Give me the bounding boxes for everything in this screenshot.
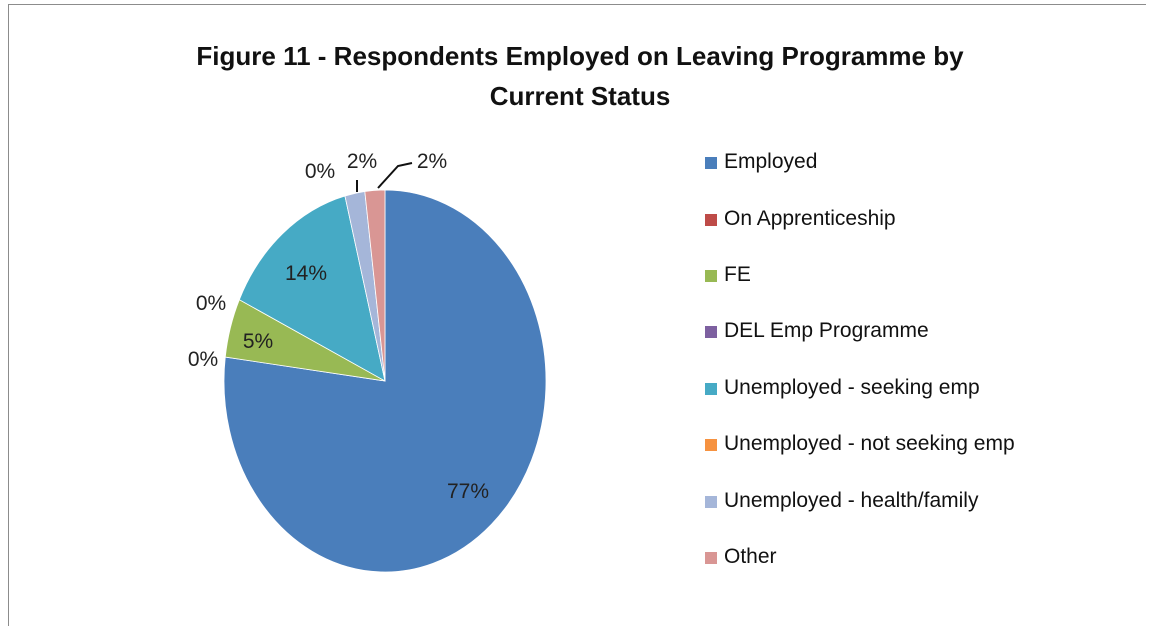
legend-swatch-on-apprenticeship <box>705 213 717 226</box>
data-label-employed: 77% <box>447 480 489 503</box>
legend-item-unemployed-health-family: Unemployed - health/family <box>705 472 1015 528</box>
legend-label-del-emp-programme: DEL Emp Programme <box>724 319 929 343</box>
legend: Employed On Apprenticeship FE DEL Emp Progr… <box>705 134 1015 585</box>
data-label-fe: 5% <box>243 330 273 353</box>
legend-swatch-other <box>705 551 717 564</box>
legend-swatch-fe <box>705 269 717 282</box>
data-label-on-apprenticeship: 0% <box>188 348 218 371</box>
legend-swatch-employed <box>705 157 717 170</box>
chart-frame <box>8 4 1146 626</box>
legend-item-other: Other <box>705 529 1015 585</box>
legend-swatch-del-emp-programme <box>705 326 717 339</box>
chart-title-line-1: Figure 11 - Respondents Employed on Leav… <box>196 41 964 71</box>
legend-swatch-unemployed-health-family <box>705 495 717 508</box>
legend-item-on-apprenticeship: On Apprenticeship <box>705 190 1015 246</box>
legend-label-employed: Employed <box>724 150 818 174</box>
data-label-unemployed-health-family: 2% <box>347 150 377 173</box>
data-label-unemployed-not-seeking-emp: 0% <box>305 160 335 183</box>
legend-label-other: Other <box>724 544 777 568</box>
pie-slice-other <box>364 189 386 382</box>
legend-label-fe: FE <box>724 262 751 286</box>
legend-label-unemployed-health-family: Unemployed - health/family <box>724 488 979 512</box>
legend-label-unemployed-seeking-emp: Unemployed - seeking emp <box>724 375 980 399</box>
legend-item-del-emp-programme: DEL Emp Programme <box>705 303 1015 359</box>
legend-item-employed: Employed <box>705 134 1015 190</box>
legend-swatch-unemployed-seeking-emp <box>705 382 717 395</box>
chart-title: Figure 11 - Respondents Employed on Leav… <box>140 36 1020 116</box>
data-label-del-emp-programme: 0% <box>196 292 226 315</box>
legend-label-on-apprenticeship: On Apprenticeship <box>724 206 896 230</box>
legend-item-unemployed-seeking-emp: Unemployed - seeking emp <box>705 360 1015 416</box>
leader-line-other <box>377 162 413 189</box>
legend-label-unemployed-not-seeking-emp: Unemployed - not seeking emp <box>724 432 1015 456</box>
data-label-unemployed-seeking-emp: 14% <box>285 262 327 285</box>
pie-slice-unemployed-seeking-emp <box>238 195 386 382</box>
chart-title-line-2: Current Status <box>489 81 671 111</box>
legend-item-unemployed-not-seeking-emp: Unemployed - not seeking emp <box>705 416 1015 472</box>
data-label-other: 2% <box>417 150 447 173</box>
legend-item-fe: FE <box>705 247 1015 303</box>
legend-swatch-unemployed-not-seeking-emp <box>705 439 717 452</box>
pie-slice-employed <box>223 189 547 573</box>
